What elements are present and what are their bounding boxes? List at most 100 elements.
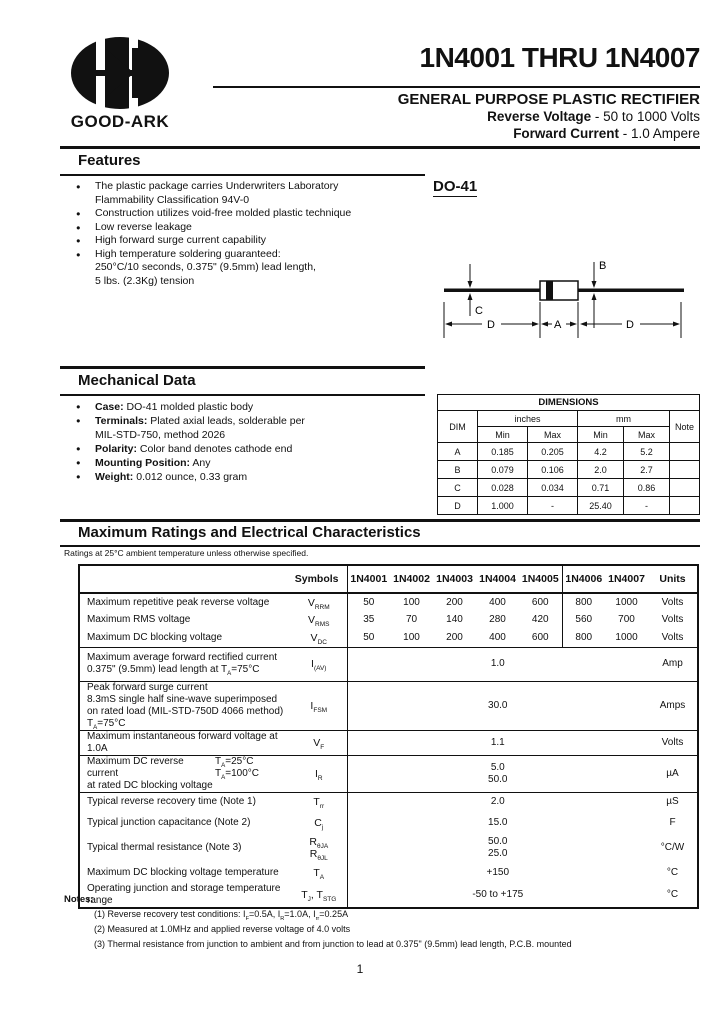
mechanical-heading: Mechanical Data [78,372,196,389]
value-cell: 4.2 [577,442,624,461]
param-symbol: Cj [291,812,348,834]
param-conditions: TA=25°C TA=100°C [215,756,259,792]
param-label: Maximum DC reverse current at rated DC b… [79,754,291,792]
param-label: Maximum average forward rectified curren… [79,646,291,681]
value-cell: 70 [405,614,418,625]
mech-label: Polarity: [95,443,138,455]
value-cell: 25.40 [577,496,624,515]
value-cell: 600 [519,593,563,611]
feature-item: The plastic package carries Underwriters… [76,180,421,207]
units-cell: °C [666,889,679,900]
table-row: Maximum DC blocking voltage VDC 50 100 2… [79,629,698,647]
value-cell: - [623,496,670,515]
device-header: 1N4001 [347,565,391,594]
max-header: Max [623,426,670,443]
units-cell: Volts [661,614,684,625]
feature-line: High forward surge current capability [95,234,266,246]
goodark-logo-icon [71,36,169,110]
value-cell: 0.079 [477,460,528,479]
param-label-left: Maximum DC reverse current at rated DC b… [87,756,215,792]
mechanical-item: Case: DO-41 molded plastic body [76,400,426,414]
value-cell: 400 [489,631,506,643]
ratings-underline [60,545,700,547]
notes-section: Notes: (1) Reverse recovery test conditi… [64,892,664,952]
value-cell: 0.71 [577,478,624,497]
value-cell: 30.0 [347,680,649,730]
value-line: 50.0 [488,836,508,847]
value-cell: 560 [575,614,593,625]
value-cell: +150 [486,866,510,878]
param-label-line: on rated load (MIL-STD-750D 4066 method)… [87,705,284,731]
param-label: Maximum RMS voltage [87,614,191,625]
value-cell: 420 [519,611,563,629]
note-cell [669,460,700,479]
condition-line: TA=25°C [215,755,254,769]
param-symbol: VF [291,729,348,755]
forward-current-label: Forward Current [513,126,619,141]
dimensions-title: DIMENSIONS [437,394,700,411]
dim-label-d-left: D [487,319,495,331]
value-cell: 100 [403,631,420,643]
value-cell: - [527,496,578,515]
units-cell: F [669,817,676,828]
condition-line: TA=100°C [215,767,259,781]
param-symbol: TA [291,862,348,883]
ratings-conditions: Ratings at 25°C ambient temperature unle… [64,548,309,558]
features-heading: Features [78,152,141,169]
ratings-heading: Maximum Ratings and Electrical Character… [78,524,421,541]
mech-text: Any [190,457,211,469]
dimensions-table: DIMENSIONS DIM inches mm Note Min Max Mi… [437,394,700,515]
title-divider [213,86,700,88]
feature-line: 250°C/10 seconds, 0.375" (9.5mm) lead le… [95,261,316,273]
param-symbol: Trr [291,791,348,812]
table-row: Maximum DC reverse current at rated DC b… [79,754,699,792]
feature-item: Low reverse leakage [76,221,421,235]
forward-current-spec: Forward Current - 1.0 Ampere [513,126,700,141]
value-cell: 1.0 [347,646,649,681]
param-label-lines: Maximum DC reverse current at rated DC b… [87,756,291,792]
value-cell: 100 [403,596,420,608]
table-row: Maximum DC blocking voltage temperature … [79,862,698,883]
units-cell: Amp [648,646,699,681]
table-row: D 1.000-25.40- [437,496,700,515]
mech-text: 0.012 ounce, 0.33 gram [133,471,248,483]
value-cell: 2.7 [623,460,670,479]
note-cell [669,496,700,515]
value-cell: 200 [446,631,463,643]
table-row: Maximum repetitive peak reverse voltage … [79,593,698,611]
reverse-voltage-label: Reverse Voltage [487,109,592,124]
value-cell: 0.185 [477,442,528,461]
mech-label: Weight: [95,471,134,483]
page-number: 1 [356,962,364,976]
note-line: (2) Measured at 1.0MHz and applied rever… [94,924,351,934]
device-header: 1N4002 [390,565,434,594]
value-cell: 50 [363,596,375,608]
table-row: A 0.185 0.205 4.2 5.2 [437,442,700,461]
symbols-header: Symbols [79,565,348,594]
feature-line: The plastic package carries Underwriters… [95,180,339,192]
units-cell: °C [666,866,679,878]
value-cell: 15.0 [488,817,508,828]
feature-line: Flammability Classification 94V-0 [95,193,250,206]
dim-label-c: C [475,305,483,317]
mechanical-divider [60,366,425,369]
param-symbol: VRMS [291,611,348,629]
note-col-header: Note [669,410,700,443]
table-row: Maximum average forward rectified curren… [79,646,699,681]
value-cell: 5.0 50.0 [347,754,649,792]
value-cell: 5.2 [623,442,670,461]
feature-line: Construction utilizes void-free molded p… [95,207,352,219]
table-row: Typical junction capacitance (Note 2) Cj… [79,812,698,834]
dim-cell: D [437,496,478,515]
feature-item: High temperature soldering guaranteed: 2… [76,248,421,289]
value-cell: 1000 [615,631,638,643]
features-underline [60,174,425,176]
table-row: Typical reverse recovery time (Note 1) T… [79,791,699,812]
feature-item: Construction utilizes void-free molded p… [76,207,421,221]
param-symbol: IR [291,754,348,792]
units-cell: Volts [661,596,684,608]
param-symbol: I(AV) [291,646,348,681]
value-cell: 1.1 [347,729,649,755]
value-cell: 0.034 [527,478,578,497]
value-cell: 0.205 [527,442,578,461]
